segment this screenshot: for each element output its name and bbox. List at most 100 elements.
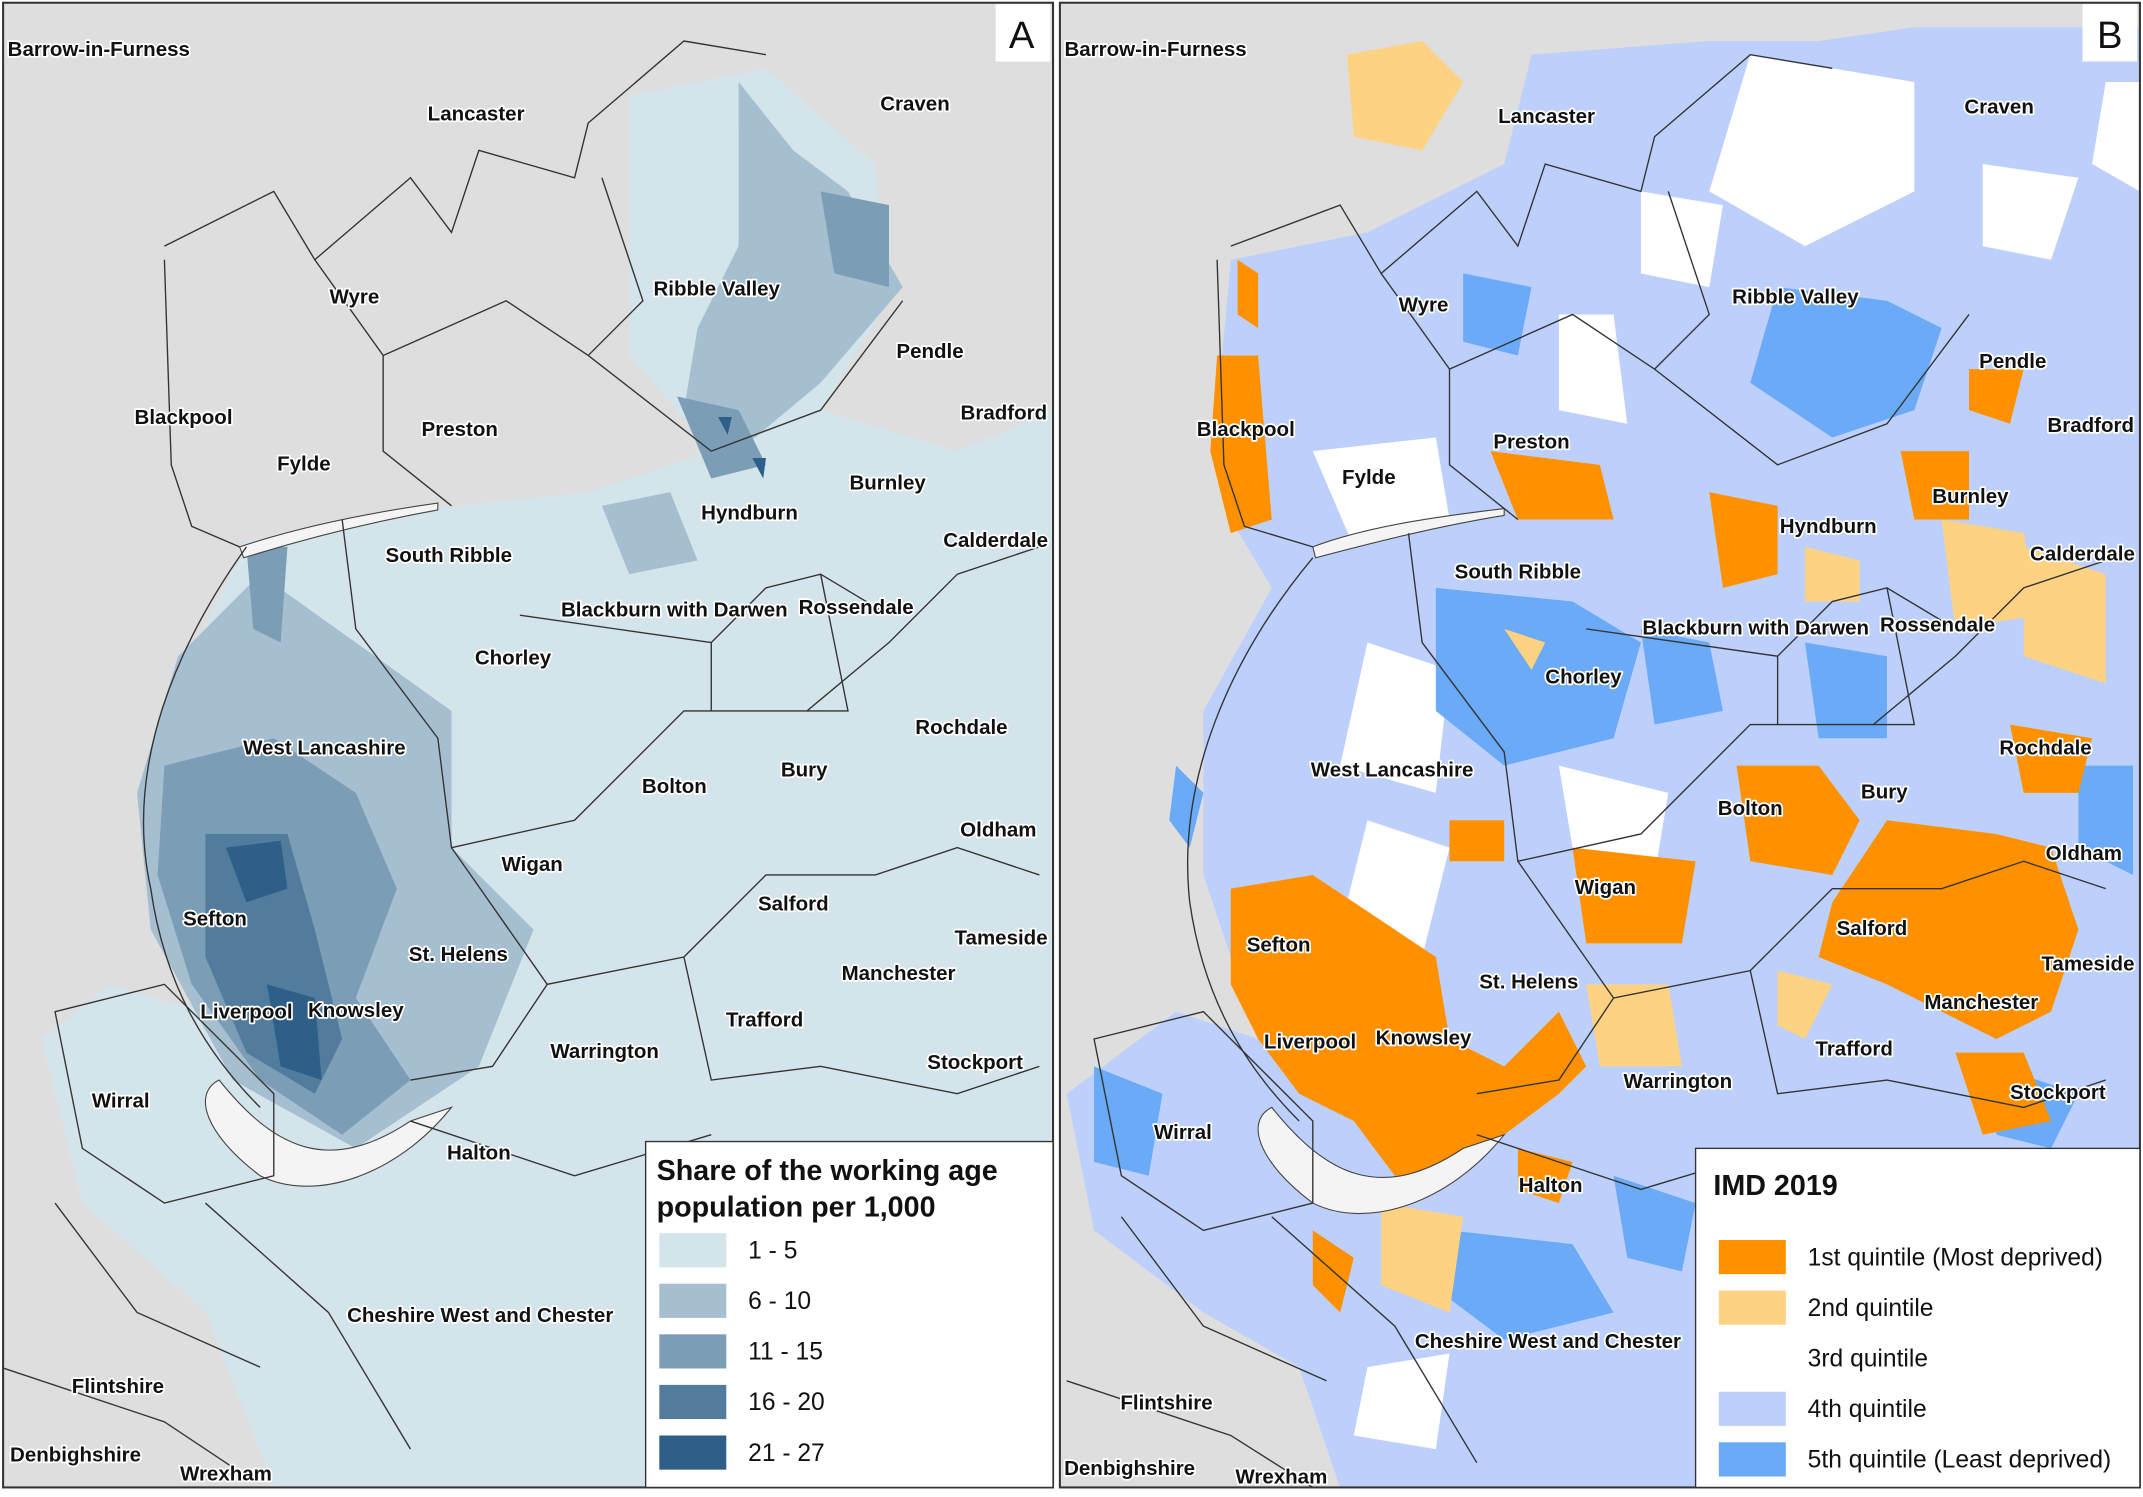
place-label-stockport: Stockport <box>2010 1081 2106 1104</box>
place-label-st-helens: St. Helens <box>1479 970 1578 993</box>
place-label-calderdale: Calderdale <box>2030 543 2135 566</box>
place-label-trafford: Trafford <box>726 1009 803 1032</box>
legend-label-5th-quintile-least-deprived: 5th quintile (Least deprived) <box>1808 1447 2112 1474</box>
legend-swatch-16-20 <box>659 1384 727 1420</box>
legend-b: IMD 2019 1st quintile (Most deprived) 2nd… <box>1694 1147 2141 1489</box>
place-label-ribble-valley: Ribble Valley <box>653 277 780 300</box>
place-label-cheshire-west-and-chester: Cheshire West and Chester <box>1415 1330 1681 1353</box>
place-label-bolton: Bolton <box>1718 797 1783 820</box>
ribble-estuary <box>238 502 439 559</box>
legend-a-title-line2: population per 1,000 <box>657 1192 936 1224</box>
place-label-wrexham: Wrexham <box>1235 1465 1327 1488</box>
place-label-warrington: Warrington <box>1624 1070 1733 1093</box>
place-label-rossendale: Rossendale <box>799 596 914 619</box>
place-label-lancaster: Lancaster <box>1498 105 1595 128</box>
place-label-bradford: Bradford <box>961 402 1048 425</box>
place-label-flintshire: Flintshire <box>72 1375 164 1398</box>
place-label-rochdale: Rochdale <box>915 716 1007 739</box>
legend-label-1st-quintile-most-deprived: 1st quintile (Most deprived) <box>1808 1244 2103 1271</box>
place-label-trafford: Trafford <box>1815 1037 1892 1060</box>
legend-swatch-2nd-quintile <box>1718 1290 1786 1325</box>
place-label-st-helens: St. Helens <box>409 943 508 966</box>
region-fill-3rd-quintile <box>1312 54 2140 1450</box>
legend-swatch-5th-quintile-least-deprived <box>1718 1442 1786 1477</box>
legend-label-3rd-quintile: 3rd quintile <box>1808 1345 1928 1372</box>
place-label-cheshire-west-and-chester: Cheshire West and Chester <box>347 1304 613 1327</box>
place-label-bury: Bury <box>1861 780 1908 803</box>
legend-label-21-27: 21 - 27 <box>748 1440 825 1467</box>
legend-swatch-11-15 <box>659 1334 727 1369</box>
place-label-blackpool: Blackpool <box>135 406 233 429</box>
place-label-lancaster: Lancaster <box>428 102 525 125</box>
place-label-manchester: Manchester <box>842 962 956 985</box>
legend-a-title-line1: Share of the working age <box>657 1155 998 1187</box>
panel-b-frame <box>1058 1 2141 1489</box>
panel-a-letter: A <box>1009 14 1035 57</box>
place-label-tameside: Tameside <box>2041 953 2134 976</box>
place-label-craven: Craven <box>1964 95 2034 118</box>
place-label-wirral: Wirral <box>92 1089 150 1112</box>
legend-label-4th-quintile: 4th quintile <box>1808 1396 1927 1423</box>
place-label-burnley: Burnley <box>849 471 926 494</box>
legend-b-title: IMD 2019 <box>1713 1170 1837 1202</box>
legend-label-2nd-quintile: 2nd quintile <box>1808 1295 1934 1322</box>
legend-swatch-3rd-quintile <box>1718 1341 1786 1376</box>
place-label-south-ribble: South Ribble <box>386 544 512 567</box>
mersey-estuary <box>1257 1106 1506 1215</box>
place-label-blackburn-with-darwen: Blackburn with Darwen <box>1642 616 1869 639</box>
place-label-halton: Halton <box>447 1141 511 1164</box>
place-label-halton: Halton <box>1519 1174 1583 1197</box>
place-label-hyndburn: Hyndburn <box>1780 515 1877 538</box>
place-label-chorley: Chorley <box>1545 666 1622 689</box>
legend-swatch-1-5 <box>659 1233 727 1268</box>
region-fill-21-27 <box>225 416 766 1081</box>
place-label-bury: Bury <box>781 759 828 782</box>
place-label-wirral: Wirral <box>1154 1121 1212 1144</box>
place-label-craven: Craven <box>880 93 950 116</box>
place-label-sefton: Sefton <box>1247 934 1311 957</box>
legend-label-6-10: 6 - 10 <box>748 1288 811 1315</box>
panel-a-place-labels: Barrow-in-Furness Lancaster Craven Wyre Ribb… <box>6 36 1050 1487</box>
place-label-pendle: Pendle <box>896 340 963 363</box>
panel-a-map <box>3 2 1054 1488</box>
place-label-salford: Salford <box>1837 917 1908 940</box>
place-label-manchester: Manchester <box>1924 991 2038 1014</box>
place-label-wigan: Wigan <box>1575 876 1636 899</box>
place-label-rossendale: Rossendale <box>1880 614 1995 637</box>
place-label-denbighshire: Denbighshire <box>10 1443 141 1466</box>
place-label-burnley: Burnley <box>1932 485 2009 508</box>
place-label-chorley: Chorley <box>475 646 552 669</box>
place-label-ribble-valley: Ribble Valley <box>1732 286 1859 309</box>
place-label-fylde: Fylde <box>277 452 331 475</box>
place-label-liverpool: Liverpool <box>1264 1031 1356 1054</box>
place-label-liverpool: Liverpool <box>200 1001 292 1024</box>
legend-swatch-1st-quintile-most-deprived <box>1718 1239 1786 1275</box>
place-label-bolton: Bolton <box>642 775 707 798</box>
place-label-flintshire: Flintshire <box>1120 1392 1212 1415</box>
place-label-denbighshire: Denbighshire <box>1064 1457 1195 1480</box>
place-label-knowsley: Knowsley <box>1376 1026 1472 1049</box>
place-label-wrexham: Wrexham <box>180 1463 272 1486</box>
place-label-preston: Preston <box>1493 430 1569 453</box>
legend-swatch-4th-quintile <box>1718 1391 1786 1426</box>
place-label-rochdale: Rochdale <box>1999 737 2091 760</box>
legend-label-16-20: 16 - 20 <box>748 1389 825 1416</box>
place-label-preston: Preston <box>422 418 498 441</box>
place-label-sefton: Sefton <box>183 908 247 931</box>
place-label-fylde: Fylde <box>1342 466 1396 489</box>
legend-swatch-6-10 <box>659 1283 727 1318</box>
place-label-west-lancashire: West Lancashire <box>243 737 406 760</box>
place-label-blackpool: Blackpool <box>1197 418 1295 441</box>
place-label-south-ribble: South Ribble <box>1455 560 1581 583</box>
place-label-stockport: Stockport <box>927 1051 1023 1074</box>
legend-swatch-21-27 <box>659 1435 727 1470</box>
legend-label-1-5: 1 - 5 <box>748 1237 797 1264</box>
place-label-pendle: Pendle <box>1979 350 2046 373</box>
place-label-oldham: Oldham <box>2046 842 2122 865</box>
place-label-calderdale: Calderdale <box>943 529 1048 552</box>
place-label-tameside: Tameside <box>955 927 1048 950</box>
place-label-wyre: Wyre <box>330 286 380 309</box>
legend-a: Share of the working age population per … <box>644 1140 1054 1489</box>
place-label-knowsley: Knowsley <box>308 999 404 1022</box>
